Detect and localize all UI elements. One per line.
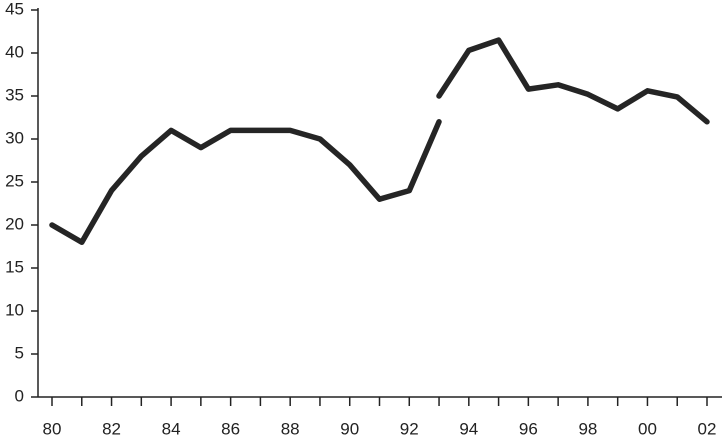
x-tick-label: 02 bbox=[698, 419, 717, 438]
y-tick-label: 30 bbox=[5, 128, 24, 147]
line bbox=[49, 119, 442, 245]
x-tick-label: 84 bbox=[162, 419, 181, 438]
line bbox=[436, 37, 710, 125]
x-tick-label: 92 bbox=[400, 419, 419, 438]
x-tick-label: 80 bbox=[43, 419, 62, 438]
y-tick-label: 45 bbox=[5, 0, 24, 18]
x-tick-label: 86 bbox=[221, 419, 240, 438]
y-tick-label: 20 bbox=[5, 214, 24, 233]
x-tick-label: 96 bbox=[519, 419, 538, 438]
x-tick-label: 98 bbox=[578, 419, 597, 438]
x-tick-label: 88 bbox=[281, 419, 300, 438]
x-tick-label: 00 bbox=[638, 419, 657, 438]
y-tick-label: 40 bbox=[5, 42, 24, 61]
y-tick-label: 15 bbox=[5, 257, 24, 276]
y-tick-label: 35 bbox=[5, 85, 24, 104]
y-tick-label: 10 bbox=[5, 300, 24, 319]
x-tick-label: 94 bbox=[459, 419, 478, 438]
y-tick-label: 5 bbox=[15, 343, 24, 362]
x-tick-label: 90 bbox=[340, 419, 359, 438]
y-tick-label: 25 bbox=[5, 171, 24, 190]
y-tick-label: 0 bbox=[15, 386, 24, 405]
x-tick-label: 82 bbox=[102, 419, 121, 438]
